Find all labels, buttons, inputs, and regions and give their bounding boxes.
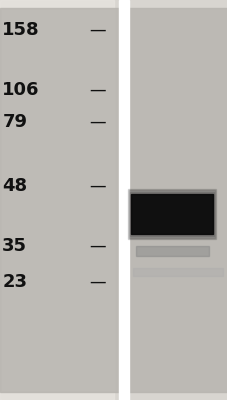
Bar [129, 192, 213, 236]
Bar [131, 194, 212, 234]
Bar [128, 190, 214, 238]
Text: 106: 106 [2, 81, 39, 99]
Text: 48: 48 [2, 177, 27, 195]
Text: —: — [89, 21, 105, 39]
Bar [118, 0, 128, 400]
Bar [133, 268, 222, 276]
Bar [135, 246, 208, 256]
Text: 35: 35 [2, 237, 27, 255]
Text: 79: 79 [2, 113, 27, 131]
Text: —: — [89, 237, 105, 255]
Bar [0, 8, 121, 392]
Text: —: — [89, 81, 105, 99]
Bar [128, 189, 215, 239]
Text: 23: 23 [2, 273, 27, 291]
Bar [128, 8, 227, 392]
Text: —: — [89, 113, 105, 131]
Text: —: — [89, 273, 105, 291]
Text: —: — [89, 177, 105, 195]
Bar [0, 0, 114, 400]
Text: 158: 158 [2, 21, 40, 39]
